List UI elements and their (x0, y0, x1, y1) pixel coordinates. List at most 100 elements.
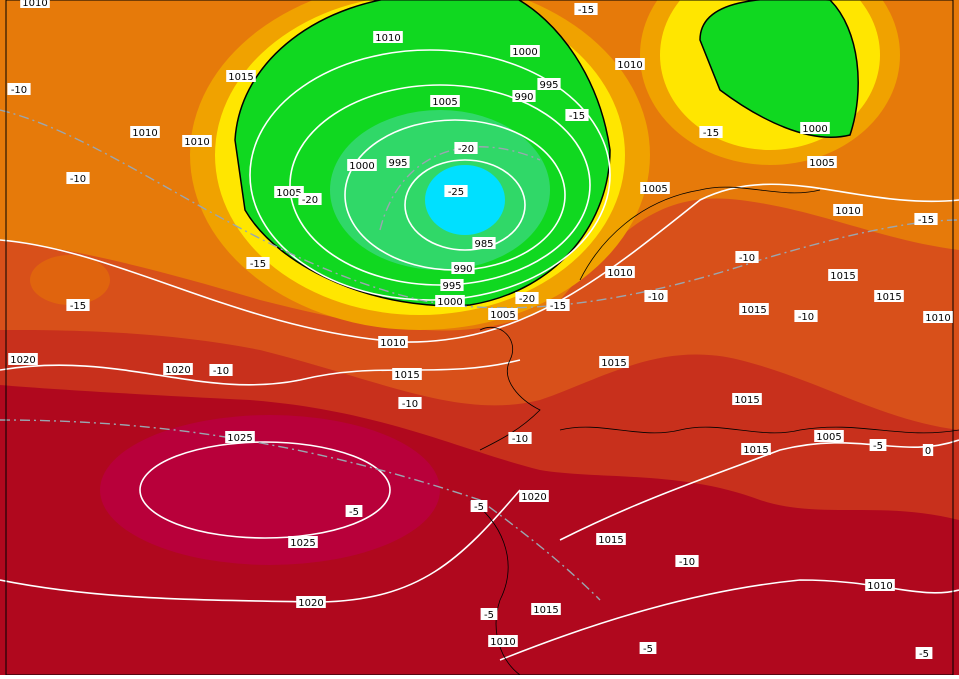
coastline (469, 499, 521, 676)
isobar-label: 990 (453, 264, 472, 275)
isobar (0, 183, 959, 343)
isobar (559, 439, 959, 541)
isobar-label-box (373, 31, 403, 43)
field-cyan (425, 165, 505, 235)
isobar-label: 1010 (22, 0, 47, 9)
coastline (559, 426, 959, 434)
isotherm (0, 109, 959, 309)
isobar-label: 1000 (512, 47, 537, 58)
isobar-label: 1020 (10, 355, 35, 366)
isobar-label: 990 (514, 92, 533, 103)
temperature-label-box (644, 290, 668, 302)
isobar-label-box (488, 635, 518, 647)
isobar-label-box (741, 443, 771, 455)
temperature-label: -15 (250, 259, 266, 270)
isobar (499, 579, 959, 661)
isobar-label-box (274, 186, 304, 198)
isobar-label: 1005 (809, 158, 834, 169)
isobar-label: 1020 (521, 492, 546, 503)
temperature-label: -5 (474, 502, 484, 513)
temperature-label: -15 (550, 301, 566, 312)
isobar-label-box (386, 156, 410, 168)
isobar-label-box (814, 430, 844, 442)
isobars (0, 49, 959, 661)
isobar-label: 1010 (617, 60, 642, 71)
temperature-label-box (480, 608, 498, 620)
temperature-label: -15 (578, 5, 594, 16)
isobar-label-box (512, 90, 536, 102)
isobar-label: 1010 (925, 313, 950, 324)
isobar-label-box (296, 596, 326, 608)
isobar-label-box (739, 303, 769, 315)
temperature-label-box (508, 432, 532, 444)
temperature-label: -15 (703, 128, 719, 139)
temperature-label: -10 (512, 434, 528, 445)
isobar-label: 1005 (490, 310, 515, 321)
temperature-label-box (639, 642, 657, 654)
isobar-label-box (440, 279, 464, 291)
temperature-label-box (444, 185, 468, 197)
isobar (289, 84, 591, 286)
isobar-label: 1015 (598, 535, 623, 546)
isobar-label-box (182, 135, 212, 147)
temperature-label-box (454, 142, 478, 154)
isobar-label: 1010 (380, 338, 405, 349)
temperature-label-box (66, 172, 90, 184)
temperature-label: -10 (402, 399, 418, 410)
temperature-label-box (735, 251, 759, 263)
isobar (0, 359, 521, 386)
temperature-label: -15 (70, 301, 86, 312)
isobar-label-box (347, 159, 377, 171)
isobar-label: 995 (388, 158, 407, 169)
isotherm (0, 419, 601, 601)
temperature-label: -20 (519, 294, 535, 305)
isobar-label-box (865, 579, 895, 591)
temperature-label: -10 (213, 366, 229, 377)
isobar-label-box (807, 156, 837, 168)
isobar-label: 1010 (867, 581, 892, 592)
temperature-label-box (66, 299, 90, 311)
isobar-label: 1015 (876, 292, 901, 303)
isobar-label: 1005 (432, 97, 457, 108)
temperature-label-box (574, 3, 598, 15)
isobar-label-box (605, 266, 635, 278)
isobar-label-box (430, 95, 460, 107)
isobar (404, 159, 526, 251)
isobar-label: 995 (442, 281, 461, 292)
temperature-label-box (699, 126, 723, 138)
temperature-label: -5 (349, 507, 359, 518)
temperature-label-box (345, 505, 363, 517)
temperature-label: -25 (448, 187, 464, 198)
isobar-label-box (519, 490, 549, 502)
isobar-label-box (640, 182, 670, 194)
temperature-label: -5 (919, 649, 929, 660)
temperature-label-box (565, 109, 589, 121)
isobar-label: 1010 (184, 137, 209, 148)
isobar-label: 1000 (437, 297, 462, 308)
field-patch (30, 255, 110, 305)
temperature-label: -10 (11, 85, 27, 96)
isobar-label-box (8, 353, 38, 365)
isobar (249, 49, 611, 301)
temperature-label: -20 (302, 195, 318, 206)
isobar-label-box (599, 356, 629, 368)
isobar-label-box (488, 308, 518, 320)
isobar-label: 1025 (227, 433, 252, 444)
isobar-label-box (531, 603, 561, 615)
isobar-label-box (226, 70, 256, 82)
temperature-label-box (915, 647, 933, 659)
isobar-label: 1000 (802, 124, 827, 135)
isobar-label: 1020 (165, 365, 190, 376)
isobar-label: 1010 (607, 268, 632, 279)
isobar-label: 1010 (835, 206, 860, 217)
isobar-label-box (874, 290, 904, 302)
temperature-label: -5 (484, 610, 494, 621)
isobar-label: 1015 (533, 605, 558, 616)
isobar (139, 441, 391, 539)
isobar-label-box (163, 363, 193, 375)
isobar-label-box (472, 237, 496, 249)
isobar-label: 1015 (601, 358, 626, 369)
temperature-label: -10 (679, 557, 695, 568)
